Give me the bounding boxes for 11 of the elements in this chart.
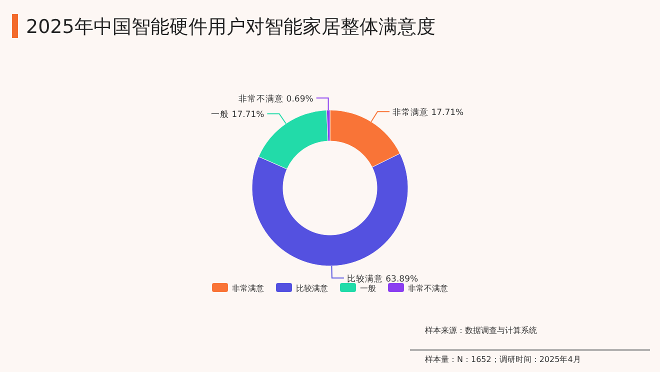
legend-label: 非常满意 <box>232 284 264 293</box>
category-label: 比较满意 63.89% <box>346 274 418 284</box>
text: 样本量：N：1652；调研时间：2025年4月 <box>425 355 581 364</box>
category-label: 非常不满意 0.69% <box>238 94 314 105</box>
category-label: 非常满意 17.71% <box>392 108 464 118</box>
legend-label: 一般 <box>360 284 376 293</box>
legend-label: 非常不满意 <box>408 284 448 293</box>
text: 样本来源：数据调查与计算系统 <box>425 326 537 335</box>
chart-title: 2025年中国智能硬件用户对智能家居整体满意度 <box>26 16 436 38</box>
category-label: 一般 17.71% <box>211 110 264 120</box>
legend-label: 比较满意 <box>296 284 328 293</box>
